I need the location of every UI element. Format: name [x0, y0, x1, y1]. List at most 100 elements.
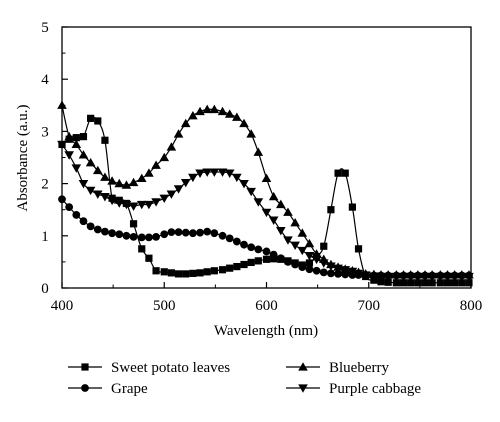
data-point-blueberry [268, 191, 279, 201]
data-point-grape [160, 230, 169, 239]
data-point-sweet-potato-leaves [94, 117, 102, 125]
data-point-sweet-potato-leaves [414, 279, 422, 287]
data-point-sweet-potato-leaves [320, 242, 328, 250]
data-point-blueberry [195, 106, 205, 116]
data-point-purple-cabbage [353, 269, 364, 279]
data-point-purple-cabbage [427, 272, 437, 282]
data-point-grape [276, 254, 285, 263]
y-tick-label: 2 [41, 177, 49, 193]
data-point-sweet-potato-leaves [233, 262, 241, 271]
data-point-purple-cabbage [202, 168, 212, 177]
data-point-purple-cabbage [107, 196, 117, 206]
data-point-sweet-potato-leaves [182, 270, 190, 278]
data-point-purple-cabbage [92, 190, 103, 199]
data-point-sweet-potato-leaves [152, 267, 160, 275]
data-point-purple-cabbage [232, 173, 242, 183]
data-point-grape [327, 269, 335, 278]
y-tick-label: 0 [41, 281, 49, 297]
data-point-blueberry [64, 131, 74, 141]
x-axis-label: Wavelength (nm) [214, 323, 318, 339]
data-point-blueberry [188, 110, 198, 120]
data-point-purple-cabbage [121, 200, 132, 210]
data-point-sweet-potato-leaves [305, 259, 314, 267]
legend-item-purple-cabbage: Purple cabbage [286, 381, 421, 397]
data-point-sweet-potato-leaves [129, 220, 138, 228]
data-point-grape [152, 232, 160, 241]
x-tick-label: 700 [358, 298, 381, 314]
data-point-blueberry [144, 168, 154, 177]
data-point-sweet-potato-leaves [247, 258, 255, 267]
data-point-sweet-potato-leaves [196, 269, 204, 277]
data-point-blueberry [311, 249, 322, 258]
data-point-purple-cabbage [340, 266, 351, 275]
data-point-sweet-potato-leaves [407, 279, 415, 287]
data-point-sweet-potato-leaves [270, 255, 278, 263]
data-point-grape [305, 265, 314, 274]
data-point-blueberry [121, 180, 132, 189]
y-axis-label: Absorbance (a.u.) [15, 104, 31, 211]
data-point-blueberry [224, 109, 235, 118]
data-point-purple-cabbage [304, 252, 315, 261]
data-point-blueberry [107, 176, 117, 185]
data-point-blueberry [136, 173, 147, 182]
data-point-sweet-potato-leaves [167, 269, 176, 277]
x-tick-label: 500 [153, 298, 176, 314]
data-point-sweet-potato-leaves [189, 269, 197, 277]
data-point-blueberry [159, 152, 170, 162]
y-tick-label: 3 [41, 124, 49, 140]
data-point-grape [115, 230, 124, 239]
data-point-grape [210, 229, 219, 238]
data-point-sweet-potato-leaves [421, 279, 429, 287]
data-point-blueberry [253, 147, 264, 156]
legend-marker [81, 363, 89, 371]
data-point-purple-cabbage [311, 255, 322, 265]
data-point-sweet-potato-leaves [384, 278, 392, 286]
data-point-grape [247, 243, 256, 252]
data-point-purple-cabbage [398, 272, 409, 282]
data-point-purple-cabbage [64, 151, 74, 160]
data-point-purple-cabbage [114, 199, 125, 208]
data-point-purple-cabbage [360, 271, 371, 280]
data-point-grape [79, 217, 88, 226]
data-point-blueberry [283, 207, 293, 216]
data-point-grape [108, 229, 117, 238]
data-point-sweet-potato-leaves [443, 279, 452, 287]
data-point-sweet-potato-leaves [240, 260, 248, 269]
data-point-purple-cabbage [224, 169, 235, 178]
data-point-purple-cabbage [239, 180, 249, 189]
data-point-purple-cabbage [195, 169, 205, 178]
data-point-sweet-potato-leaves [341, 169, 349, 177]
data-point-grape [203, 227, 212, 236]
data-point-grape [174, 228, 183, 237]
data-point-sweet-potato-leaves [210, 267, 218, 275]
data-point-sweet-potato-leaves [465, 279, 473, 287]
data-point-grape [181, 228, 190, 237]
data-point-purple-cabbage [391, 272, 402, 282]
x-tick-label: 400 [51, 298, 74, 314]
data-point-purple-cabbage [180, 178, 191, 188]
data-point-purple-cabbage [333, 264, 343, 273]
data-point-purple-cabbage [85, 186, 96, 196]
data-point-sweet-potato-leaves [392, 279, 400, 287]
data-point-sweet-potato-leaves [203, 268, 211, 276]
data-point-blueberry [92, 165, 103, 175]
data-point-grape [218, 231, 227, 240]
data-point-blueberry [180, 118, 191, 128]
data-point-sweet-potato-leaves [254, 257, 262, 265]
data-point-blueberry [239, 118, 249, 128]
legend-item-sweet-potato-leaves: Sweet potato leaves [68, 360, 230, 376]
data-point-blueberry [261, 173, 272, 182]
data-point-purple-cabbage [159, 194, 170, 204]
data-point-sweet-potato-leaves [160, 268, 168, 276]
legend: Sweet potato leaves Blueberry Grape Purple … [68, 360, 421, 397]
data-point-blueberry [202, 104, 212, 114]
legend-marker [298, 362, 308, 371]
x-tick-label: 800 [460, 298, 483, 314]
legend-marker [81, 384, 89, 392]
data-point-grape [137, 233, 146, 242]
legend-label: Sweet potato leaves [111, 360, 230, 376]
axes: 400 500 600 700 800 0 1 2 3 4 5 [41, 20, 482, 314]
data-point-purple-cabbage [442, 272, 453, 282]
series-grape [58, 195, 473, 280]
legend-label: Purple cabbage [329, 381, 421, 397]
